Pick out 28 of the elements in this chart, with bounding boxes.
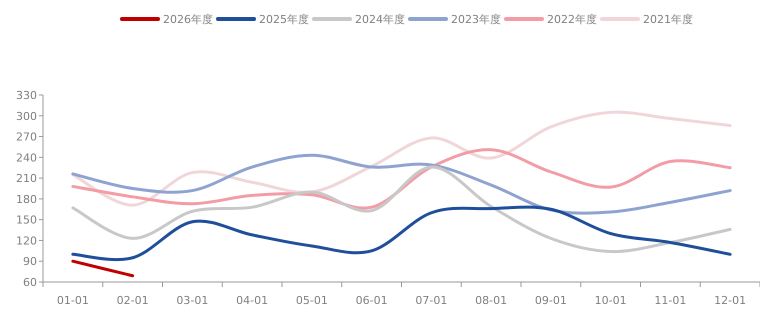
y-tick-label: 270 [16, 130, 37, 144]
legend-label: 2021年度 [643, 13, 693, 26]
y-tick-label: 90 [23, 255, 37, 268]
legend-label: 2026年度 [163, 13, 213, 26]
legend-label: 2022年度 [547, 13, 597, 26]
legend-label: 2023年度 [451, 13, 501, 26]
y-tick-label: 300 [16, 110, 37, 123]
x-tick-label: 08-01 [475, 294, 508, 307]
x-tick-label: 10-01 [594, 294, 627, 307]
y-tick-label: 240 [16, 151, 37, 164]
legend-label: 2025年度 [259, 13, 309, 26]
x-tick-label: 12-01 [714, 294, 746, 307]
x-tick-label: 06-01 [356, 294, 388, 307]
x-tick-label: 04-01 [236, 294, 268, 307]
x-tick-label: 05-01 [296, 294, 328, 307]
y-tick-label: 150 [16, 214, 37, 227]
x-tick-label: 11-01 [654, 294, 686, 307]
y-tick-label: 60 [23, 276, 37, 289]
x-tick-label: 07-01 [415, 294, 448, 307]
x-tick-label: 03-01 [176, 294, 208, 307]
x-tick-label: 02-01 [116, 294, 149, 307]
y-tick-label: 120 [16, 234, 37, 248]
x-tick-label: 01-01 [56, 294, 89, 307]
y-tick-label: 330 [16, 89, 37, 102]
y-tick-label: 210 [16, 172, 37, 186]
x-tick-label: 09-01 [534, 294, 567, 307]
y-tick-label: 180 [16, 192, 37, 206]
legend-label: 2024年度 [355, 13, 405, 26]
